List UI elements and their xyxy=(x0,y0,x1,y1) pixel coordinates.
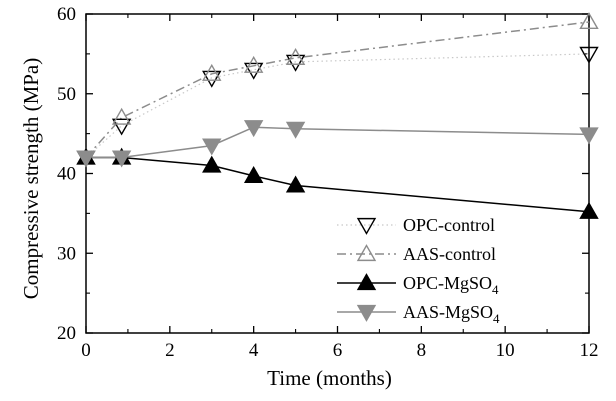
opc-control-point xyxy=(111,118,132,136)
opc-mgso4-point xyxy=(243,165,264,183)
x-tick-label: 6 xyxy=(333,340,343,361)
axis-labels-group: Time (months) Compressive strength (MPa) xyxy=(19,58,392,390)
legend-label-text: OPC-MgSO xyxy=(403,273,492,293)
aas-mgso4-point xyxy=(111,150,132,168)
legend-marker-opc-control xyxy=(356,217,377,235)
aas-mgso4-line xyxy=(86,126,590,159)
aas-control-point xyxy=(579,12,599,30)
opc-mgso4-point xyxy=(202,155,222,173)
legend-label-opc-mgso4: OPC-MgSO4 xyxy=(403,273,499,297)
y-axis-title: Compressive strength (MPa) xyxy=(19,58,43,299)
x-axis-title: Time (months) xyxy=(267,366,392,390)
y-tick-label: 60 xyxy=(57,4,76,25)
opc-control-point xyxy=(202,70,222,88)
opc-control-line xyxy=(85,53,590,158)
legend-marker-opc-mgso4 xyxy=(356,273,377,291)
legend-label-text: AAS-control xyxy=(403,244,496,264)
aas-mgso4-point xyxy=(243,120,264,138)
opc-mgso4-line xyxy=(86,156,590,213)
opc-mgso4-point xyxy=(579,201,599,219)
opc-control-point xyxy=(243,62,264,80)
aas-control-point xyxy=(243,55,264,73)
aas-control-point xyxy=(285,47,306,65)
aas-mgso4-point xyxy=(76,150,96,168)
legend-label-text: OPC-control xyxy=(403,215,495,235)
legend-label-subscript: 4 xyxy=(492,282,499,297)
opc-mgso4-point xyxy=(285,175,306,193)
legend-label-aas-control: AAS-control xyxy=(403,244,496,264)
y-tick-label: 40 xyxy=(57,164,76,185)
markers-group xyxy=(76,12,599,219)
opc-control-point xyxy=(285,54,306,72)
aas-mgso4-point xyxy=(285,121,306,139)
x-tick-label: 4 xyxy=(249,340,259,361)
x-tick-label: 12 xyxy=(580,340,599,361)
y-tick-label: 30 xyxy=(57,243,76,264)
aas-control-point xyxy=(111,107,132,125)
aas-mgso4-point xyxy=(579,127,599,145)
legend-marker-aas-control xyxy=(356,244,377,262)
y-tick-label: 20 xyxy=(57,323,76,344)
x-tick-label: 0 xyxy=(81,340,91,361)
legend-marker-aas-mgso4 xyxy=(356,304,377,322)
x-tick-label: 10 xyxy=(496,340,515,361)
legend-label-subscript: 4 xyxy=(493,311,500,326)
legend-label-opc-control: OPC-control xyxy=(403,215,495,235)
y-tick-label: 50 xyxy=(57,84,76,105)
series-group xyxy=(85,21,590,213)
aas-control-line xyxy=(85,21,590,159)
legend-label-aas-mgso4: AAS-MgSO4 xyxy=(403,302,500,326)
legend-label-text: AAS-MgSO xyxy=(403,302,493,322)
axes-group: 0 2 4 6 8 10 12 20 30 40 50 60 xyxy=(57,4,599,361)
x-tick-label: 8 xyxy=(417,340,427,361)
opc-control-point xyxy=(579,46,599,64)
aas-control-point xyxy=(202,63,222,81)
x-tick-label: 2 xyxy=(165,340,175,361)
plot-frame xyxy=(85,13,590,334)
aas-mgso4-point xyxy=(202,138,222,156)
